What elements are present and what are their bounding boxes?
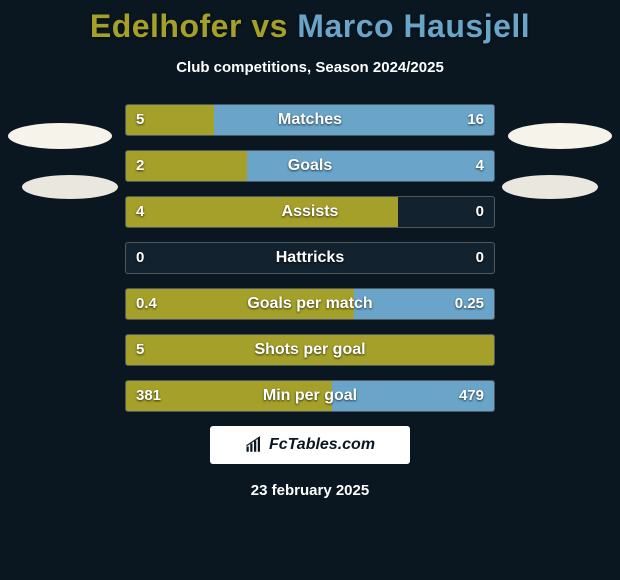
stat-value-left: 4 xyxy=(136,197,144,227)
player2-name: Marco Hausjell xyxy=(297,8,530,44)
stat-value-right: 4 xyxy=(476,151,484,181)
stat-row: 516Matches xyxy=(125,104,495,136)
stat-row: 5Shots per goal xyxy=(125,334,495,366)
chart-icon xyxy=(245,436,263,454)
stat-row: 381479Min per goal xyxy=(125,380,495,412)
team-badge-placeholder xyxy=(8,123,112,149)
stat-value-right: 0.25 xyxy=(455,289,484,319)
stat-value-left: 5 xyxy=(136,335,144,365)
stat-bars-container: 516Matches24Goals40Assists00Hattricks0.4… xyxy=(125,104,495,412)
stat-row: 0.40.25Goals per match xyxy=(125,288,495,320)
stat-label: Hattricks xyxy=(126,243,494,273)
stat-bar-left xyxy=(126,197,398,227)
stat-bar-left xyxy=(126,289,354,319)
stat-bar-right xyxy=(247,151,494,181)
team-badge-placeholder xyxy=(502,175,598,199)
stat-value-right: 479 xyxy=(459,381,484,411)
stat-bar-right xyxy=(214,105,494,135)
stat-value-left: 5 xyxy=(136,105,144,135)
stat-row: 0 0Hattricks xyxy=(125,242,495,274)
stat-row: 24Goals xyxy=(125,150,495,182)
date-text: 23 february 2025 xyxy=(0,482,620,499)
team-badge-placeholder xyxy=(22,175,118,199)
comparison-title: Edelhofer vs Marco Hausjell xyxy=(0,0,620,45)
stat-value-right: 0 xyxy=(476,243,484,273)
attribution-text: FcTables.com xyxy=(269,436,375,454)
attribution-badge: FcTables.com xyxy=(210,426,410,464)
stat-value-right: 0 xyxy=(476,197,484,227)
team-badge-placeholder xyxy=(508,123,612,149)
subtitle: Club competitions, Season 2024/2025 xyxy=(0,59,620,76)
stat-value-left: 381 xyxy=(136,381,161,411)
vs-text: vs xyxy=(251,8,288,44)
stat-value-right: 16 xyxy=(467,105,484,135)
stat-value-left: 2 xyxy=(136,151,144,181)
stat-value-left: 0.4 xyxy=(136,289,157,319)
player1-name: Edelhofer xyxy=(90,8,242,44)
stat-bar-left xyxy=(126,335,494,365)
stat-value-left: 0 xyxy=(136,243,144,273)
stat-row: 40Assists xyxy=(125,196,495,228)
